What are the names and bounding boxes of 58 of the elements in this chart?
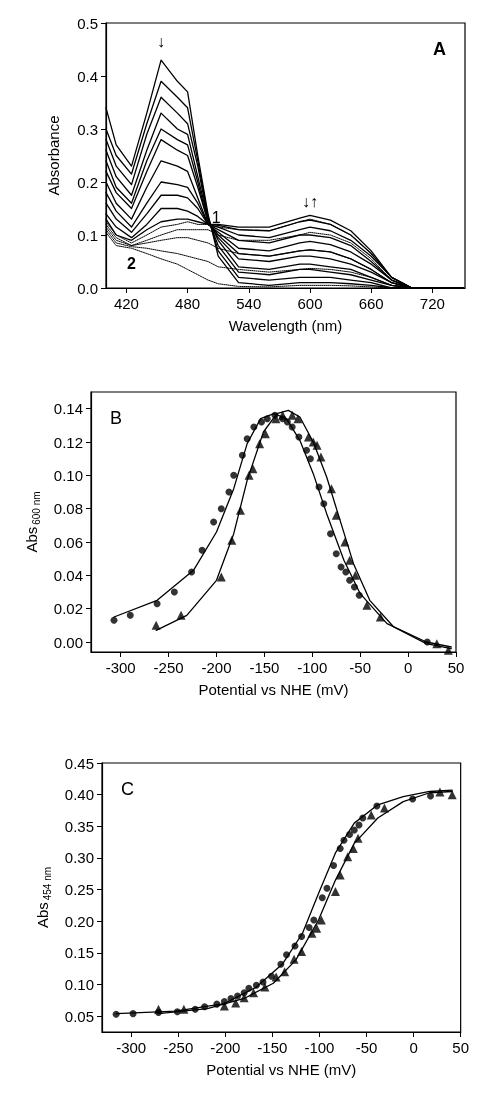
text: B xyxy=(110,408,123,428)
y-tick-label: 0.4 xyxy=(77,67,98,85)
y-axis-title: Abs600 nm xyxy=(22,491,42,553)
x-tick-label: -100 xyxy=(297,659,328,676)
y-tick-label: 0.04 xyxy=(53,566,83,584)
y-tick-label: 0.00 xyxy=(53,633,83,651)
x-axis-title: Potential vs NHE (mV) xyxy=(198,681,349,698)
x-tick-label: 50 xyxy=(447,659,465,676)
x-tick-label: -200 xyxy=(201,659,232,676)
x-tick-label: 600 xyxy=(297,295,323,312)
annotation: 1 xyxy=(211,209,221,227)
y-tick-label: 0.06 xyxy=(53,533,83,551)
text: C xyxy=(121,779,134,799)
x-axis-title: Wavelength (nm) xyxy=(228,317,343,334)
x-tick-label: -150 xyxy=(249,659,280,676)
x-axis-title: Potential vs NHE (mV) xyxy=(206,1061,357,1078)
x-tick-label: 660 xyxy=(358,295,384,312)
y-tick-label: 0.3 xyxy=(77,120,98,138)
y-tick-label: 0.30 xyxy=(64,849,94,867)
annotation: 2 xyxy=(127,254,137,272)
y-tick-label: 0.2 xyxy=(77,173,98,191)
x-tick-label: -300 xyxy=(116,1039,147,1056)
y-tick-label: 0.10 xyxy=(64,976,94,994)
y-tick-label: 0.10 xyxy=(53,466,83,484)
text: A xyxy=(433,39,446,59)
x-tick-label: 50 xyxy=(452,1039,469,1056)
x-tick-label: -150 xyxy=(257,1039,288,1056)
x-tick-label: -300 xyxy=(105,659,136,676)
y-tick-label: 0.35 xyxy=(64,817,94,835)
y-tick-label: 0.12 xyxy=(53,433,83,451)
x-tick-label: 420 xyxy=(113,295,139,312)
annotation: ↓ xyxy=(156,33,165,51)
x-tick-label: -250 xyxy=(163,1039,194,1056)
y-tick-label: 0.25 xyxy=(64,881,94,899)
y-tick-label: 0.0 xyxy=(77,279,98,297)
y-tick-label: 0.20 xyxy=(64,912,94,930)
x-tick-label: 0 xyxy=(409,1039,418,1056)
y-tick-label: 0.05 xyxy=(64,1007,94,1025)
y-tick-label: 0.14 xyxy=(53,400,83,418)
x-tick-label: -250 xyxy=(153,659,184,676)
x-tick-label: 720 xyxy=(419,295,445,312)
y-tick-label: 0.15 xyxy=(64,944,94,962)
y-tick-label: 0.45 xyxy=(64,754,94,772)
y-tick-label: 0.08 xyxy=(53,500,83,518)
x-tick-label: -50 xyxy=(349,659,372,676)
x-tick-label: 0 xyxy=(403,659,413,676)
y-tick-label: 0.40 xyxy=(64,786,94,804)
y-axis-title: Absorbance xyxy=(45,115,62,196)
x-tick-label: -100 xyxy=(304,1039,335,1056)
y-tick-label: 0.5 xyxy=(77,14,98,32)
y-tick-label: 0.02 xyxy=(53,600,83,618)
annotation: ↓↑ xyxy=(301,193,318,211)
x-tick-label: -50 xyxy=(355,1039,378,1056)
x-tick-label: 540 xyxy=(236,295,262,312)
x-tick-label: -200 xyxy=(210,1039,241,1056)
y-tick-label: 0.1 xyxy=(77,226,98,244)
x-tick-label: 480 xyxy=(175,295,201,312)
y-axis-title: Abs454 nm xyxy=(33,866,53,929)
